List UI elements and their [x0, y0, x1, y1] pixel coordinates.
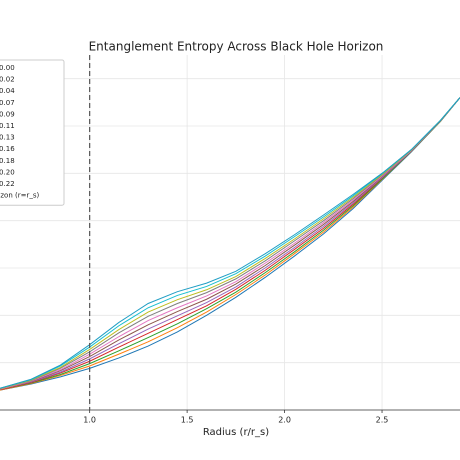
line-series: [0, 97, 460, 390]
legend-label: t = 0.04: [0, 87, 15, 95]
line-series: [0, 97, 460, 390]
line-series: [0, 97, 460, 389]
x-tick-label: 1.5: [181, 416, 194, 425]
line-series: [0, 97, 460, 390]
legend-box: [0, 59, 65, 206]
x-tick-label: 1.0: [83, 416, 96, 425]
legend-label: t = 0.13: [0, 134, 15, 142]
chart-title: Entanglement Entropy Across Black Hole H…: [89, 40, 384, 54]
line-series: [0, 97, 460, 391]
legend-label: t = 0.16: [0, 145, 15, 153]
legend-label: t = 0.18: [0, 157, 15, 165]
legend-label: t = 0.11: [0, 122, 15, 130]
legend-label: t = 0.02: [0, 76, 15, 84]
line-series: [0, 97, 460, 390]
line-series: [0, 97, 460, 390]
legend-label: Horizon (r=r_s): [0, 192, 39, 200]
line-series: [0, 97, 460, 389]
x-tick-label: 2.5: [376, 416, 389, 425]
line-series: [0, 97, 460, 391]
legend-label: t = 0.00: [0, 64, 15, 72]
x-tick-label: 2.0: [278, 416, 291, 425]
x-axis-label: Radius (r/r_s): [203, 427, 269, 438]
legend-label: t = 0.09: [0, 110, 15, 118]
legend: t = 0.00 t = 0.02 t = 0.04 t = 0.07 t = 0.09…: [0, 59, 65, 206]
legend-label: t = 0.07: [0, 99, 15, 107]
line-series: [0, 97, 460, 391]
line-series: [0, 97, 460, 391]
legend-label: t = 0.22: [0, 180, 15, 188]
legend-label: t = 0.20: [0, 168, 15, 176]
